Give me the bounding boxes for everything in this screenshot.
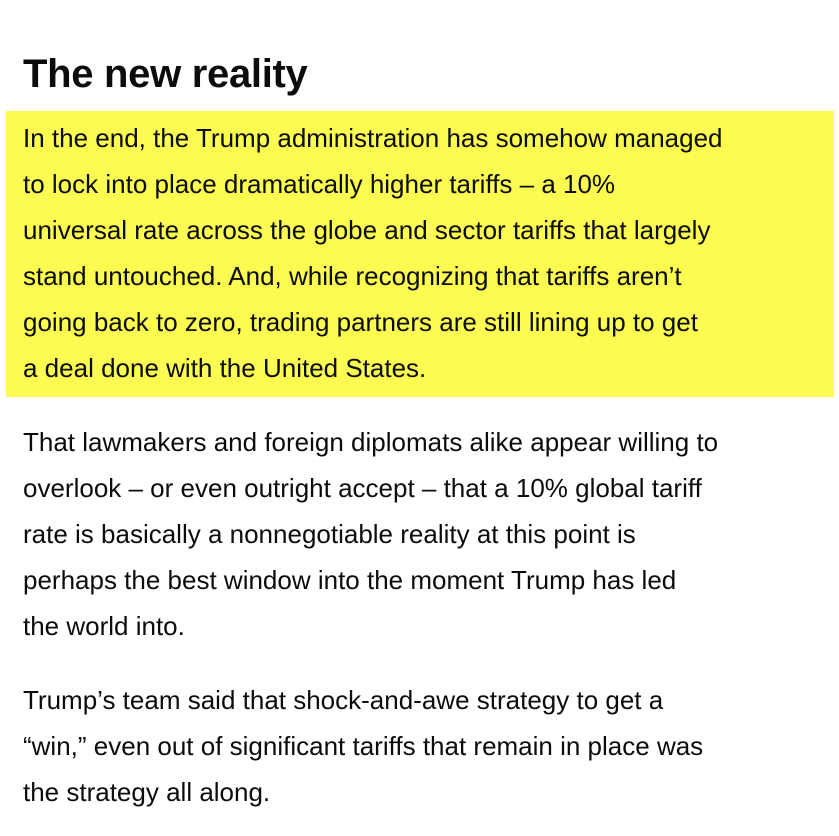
paragraph-line: to lock into place dramatically higher t… <box>23 169 616 199</box>
paragraph-highlighted: In the end, the Trump administration has… <box>23 115 833 391</box>
paragraph-line: a deal done with the United States. <box>23 353 427 383</box>
paragraph-line: universal rate across the globe and sect… <box>23 215 711 245</box>
highlighted-paragraph-background <box>6 111 834 397</box>
paragraph-line: overlook – or even outright accept – tha… <box>23 473 702 503</box>
paragraph-line: “win,” even out of significant tariffs t… <box>23 731 704 761</box>
paragraph: Trump’s team said that shock-and-awe str… <box>23 677 833 815</box>
paragraph-line: stand untouched. And, while recognizing … <box>23 261 682 291</box>
paragraph-line: the world into. <box>23 611 185 641</box>
paragraph-line: Trump’s team said that shock-and-awe str… <box>23 685 664 715</box>
paragraph-line: rate is basically a nonnegotiable realit… <box>23 519 636 549</box>
paragraph: That lawmakers and foreign diplomats ali… <box>23 419 833 649</box>
paragraph-line: the strategy all along. <box>23 777 271 807</box>
paragraph-line: perhaps the best window into the moment … <box>23 565 677 595</box>
paragraph-line: In the end, the Trump administration has… <box>23 123 723 153</box>
paragraph-line: That lawmakers and foreign diplomats ali… <box>23 427 719 457</box>
section-heading: The new reality <box>23 52 308 96</box>
paragraph-line: going back to zero, trading partners are… <box>23 307 698 337</box>
